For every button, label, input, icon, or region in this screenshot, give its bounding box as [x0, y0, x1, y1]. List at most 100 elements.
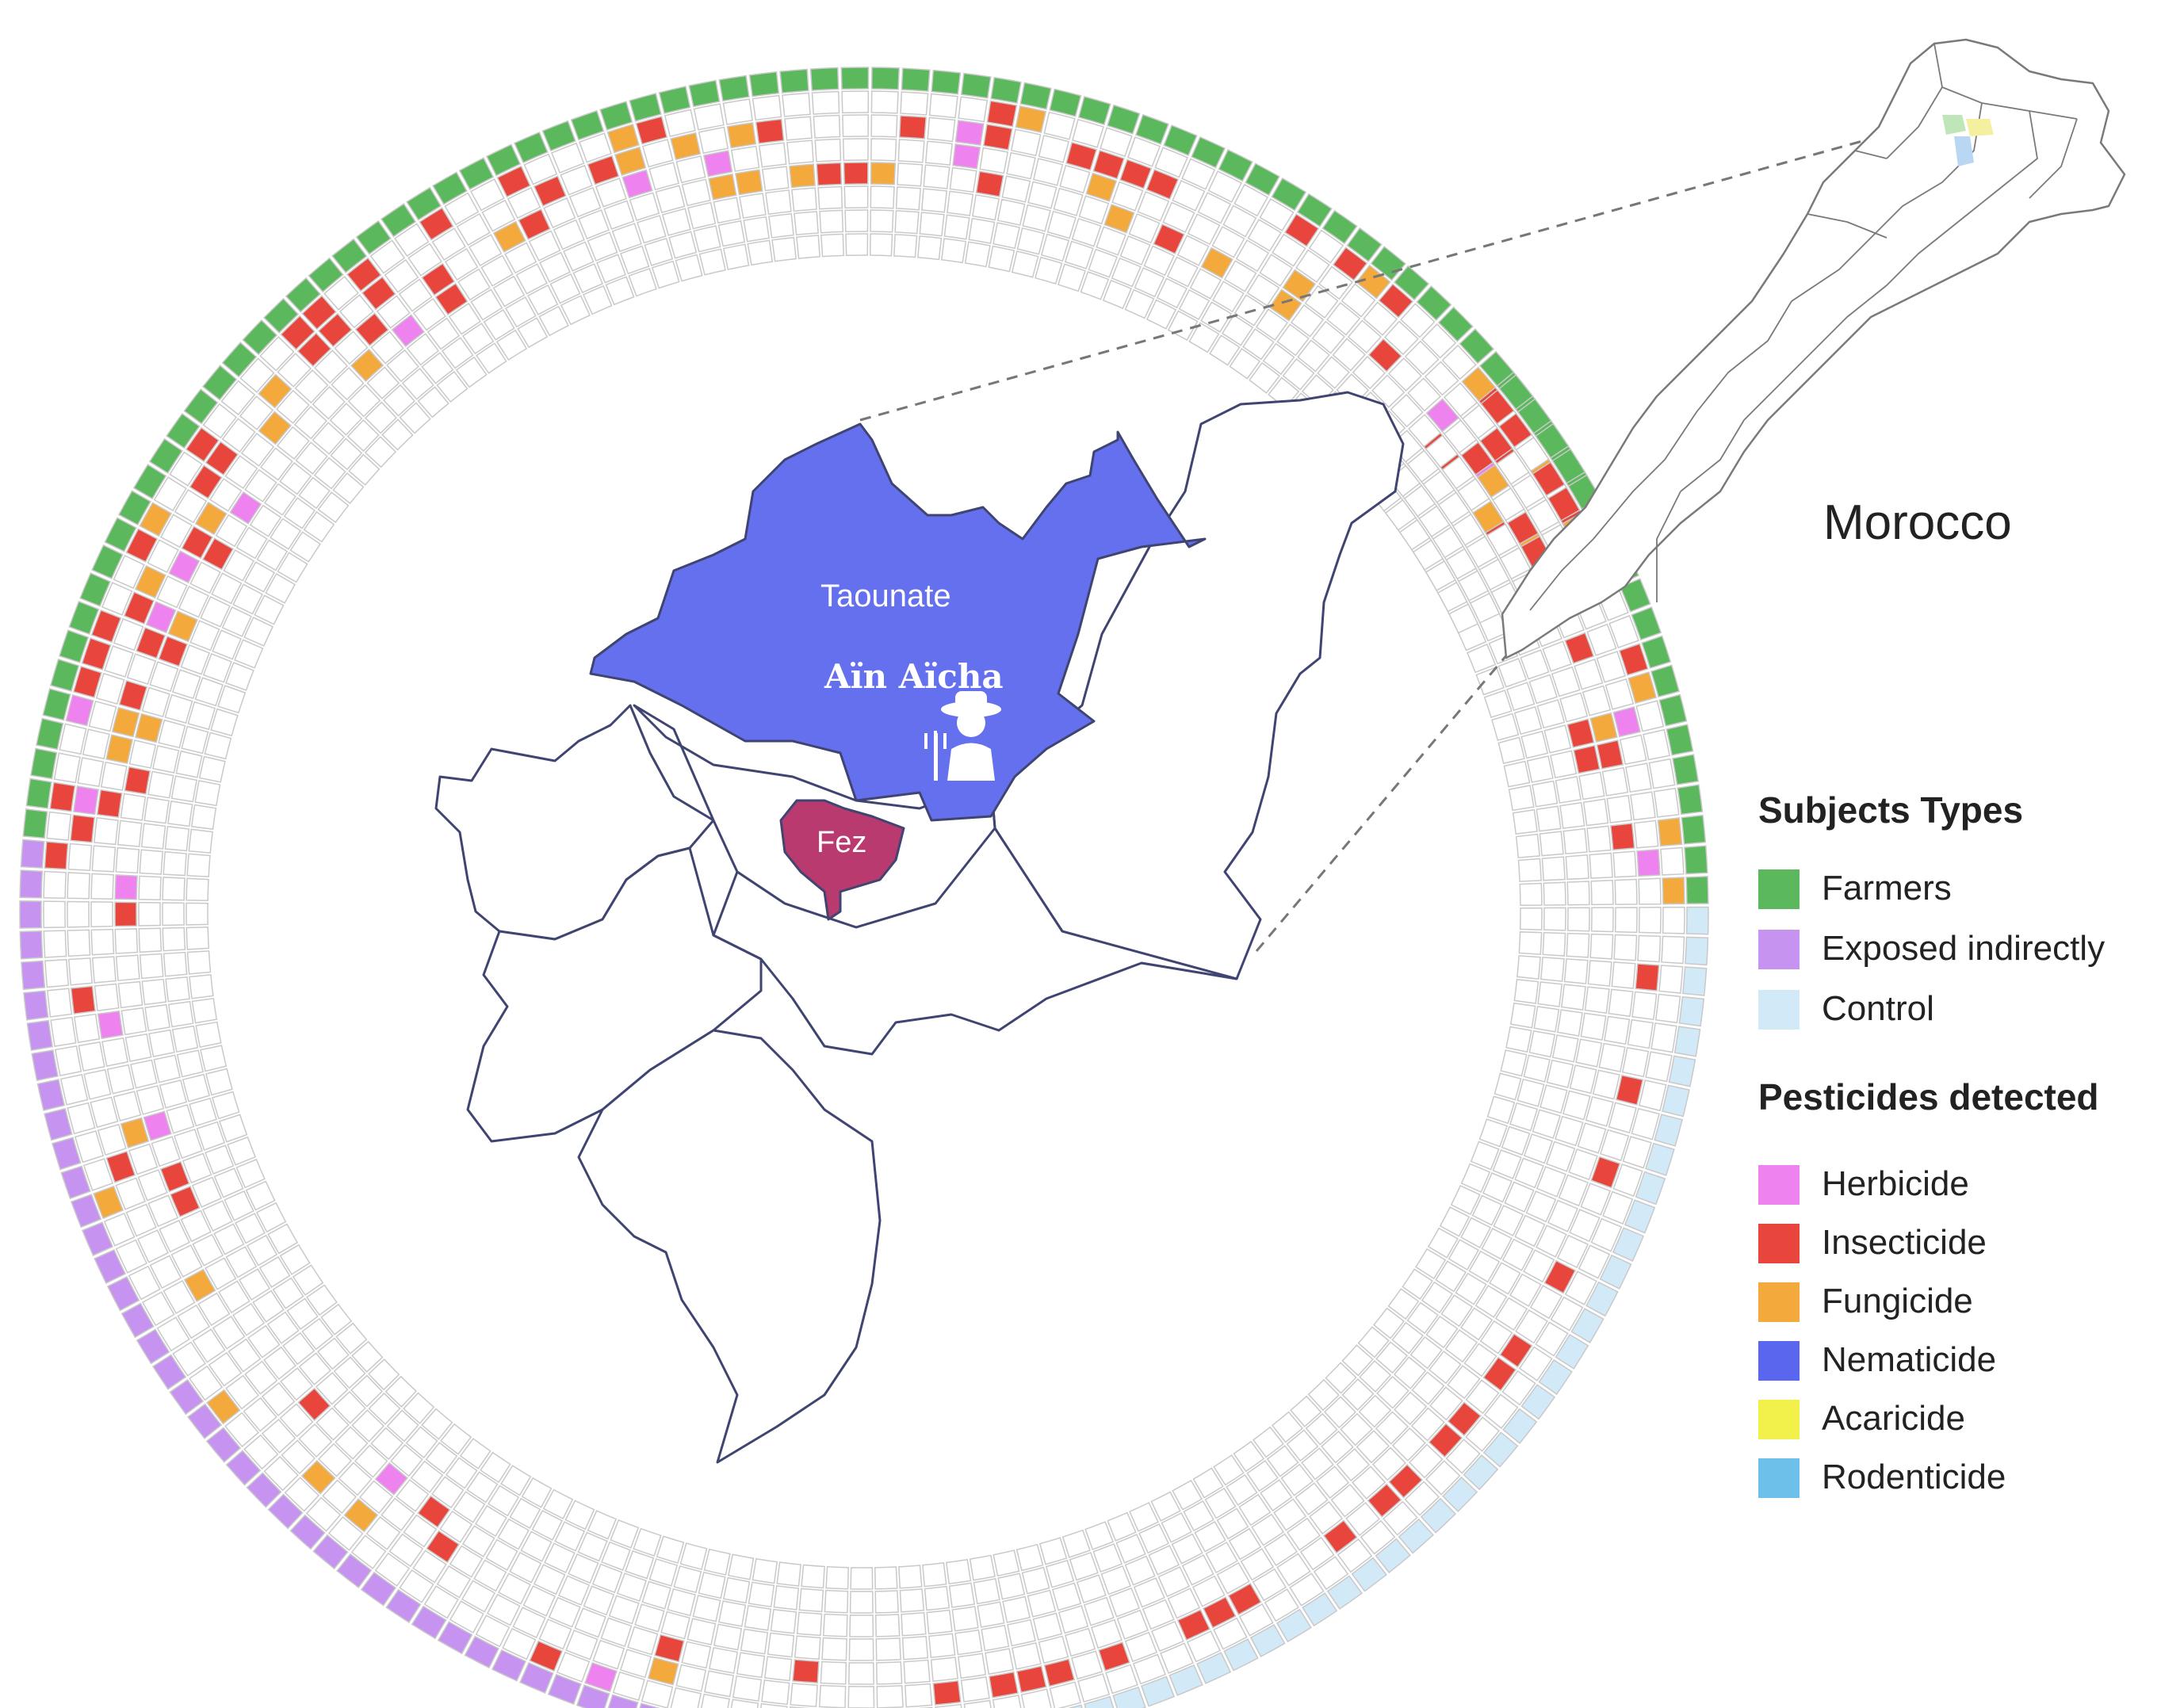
ring-cell	[579, 132, 612, 163]
ring-cell	[1585, 1096, 1614, 1127]
ring-cell	[111, 706, 140, 738]
ring-cell	[522, 1585, 557, 1617]
ring-cell	[587, 231, 618, 262]
legend-subject-swatch	[1758, 990, 1800, 1030]
ring-cell	[572, 263, 603, 294]
ring-cell	[1499, 1333, 1533, 1368]
ring-cell	[1302, 1592, 1338, 1627]
ring-cell	[1460, 441, 1494, 476]
ring-cell	[1271, 1411, 1304, 1443]
ring-cell	[1065, 141, 1098, 171]
ring-cell	[91, 956, 117, 984]
ring-cell	[840, 67, 870, 90]
ring-cell	[1599, 1254, 1632, 1290]
ring-cell	[1482, 1356, 1517, 1392]
ring-cell	[458, 157, 495, 190]
ring-cell	[1471, 500, 1505, 534]
ring-cell	[47, 988, 73, 1018]
ring-cell	[736, 1652, 766, 1679]
ring-cell	[1505, 1026, 1532, 1053]
region-outline-south	[712, 827, 1238, 1056]
ring-cell	[1437, 306, 1474, 342]
ring-cell	[158, 635, 189, 667]
ring-cell	[169, 1378, 205, 1416]
ring-cell	[1341, 1344, 1374, 1377]
ring-cell	[1088, 248, 1118, 278]
ring-cell	[1543, 907, 1566, 931]
ring-cell	[988, 1671, 1019, 1698]
ring-cell	[1143, 245, 1175, 277]
ring-cell	[763, 1656, 793, 1682]
ring-cell	[348, 453, 381, 486]
ring-cell	[1515, 833, 1540, 858]
ring-cell	[1271, 177, 1307, 212]
ring-cell	[137, 1169, 168, 1202]
ring-cell	[1105, 1664, 1138, 1695]
ring-cell	[790, 1683, 818, 1707]
ring-cell	[205, 1257, 237, 1290]
ring-cell	[675, 1664, 707, 1692]
ring-cell	[843, 162, 869, 185]
ring-cell	[1653, 787, 1680, 818]
ring-cell	[1038, 1635, 1069, 1664]
ring-cell	[554, 1521, 586, 1552]
ring-cell	[115, 954, 140, 982]
ring-cell	[139, 849, 164, 875]
ring-cell	[1425, 434, 1459, 468]
ring-cell	[1356, 1430, 1390, 1464]
ring-cell	[261, 1418, 296, 1454]
ring-cell	[1119, 159, 1153, 189]
ring-cell	[1393, 1356, 1427, 1389]
ring-cell	[1452, 513, 1485, 546]
ring-cell	[180, 1209, 212, 1243]
ring-cell	[459, 1438, 491, 1469]
ring-cell	[1194, 1520, 1226, 1553]
ring-cell	[70, 814, 96, 843]
ring-cell	[1146, 299, 1177, 330]
ring-cell	[1038, 1537, 1068, 1565]
ring-cell	[1222, 204, 1257, 238]
ring-cell	[870, 114, 898, 138]
ring-cell	[1421, 1281, 1453, 1314]
region-label: Taounate	[820, 579, 951, 613]
ring-cell	[1569, 1209, 1601, 1243]
ring-cell	[1425, 398, 1460, 433]
ring-cell	[399, 1569, 434, 1603]
legend-pesticide-label: Rodenticide	[1822, 1458, 2006, 1496]
ring-cell	[1578, 1244, 1611, 1279]
ring-cell	[183, 388, 219, 425]
morocco-outline	[1501, 38, 2126, 659]
ring-cell	[189, 1097, 218, 1127]
ring-cell	[1076, 1574, 1107, 1604]
ring-cell	[1575, 1038, 1603, 1068]
ring-cell	[1181, 1554, 1214, 1586]
ring-cell	[1341, 283, 1376, 318]
ring-cell	[947, 190, 974, 216]
ring-cell	[1138, 1523, 1169, 1554]
ring-cell	[1660, 846, 1685, 876]
ring-cell	[1227, 1582, 1262, 1616]
ring-cell	[748, 71, 780, 97]
ring-cell	[1566, 881, 1590, 906]
ring-cell	[870, 90, 899, 114]
ring-cell	[789, 163, 816, 189]
ring-cell	[225, 1246, 258, 1278]
ring-cell	[928, 1633, 956, 1659]
ring-cell	[842, 114, 869, 138]
ring-cell	[262, 297, 300, 334]
ring-cell	[1372, 1307, 1406, 1339]
ring-cell	[1141, 1676, 1176, 1707]
ring-cell	[1166, 256, 1199, 288]
ring-cell	[1630, 791, 1656, 821]
ring-cell	[1132, 1653, 1167, 1685]
ring-cell	[151, 1136, 181, 1167]
ring-cell	[67, 843, 93, 871]
ring-cell	[347, 384, 381, 418]
ring-cell	[901, 67, 931, 92]
ring-cell	[664, 109, 696, 138]
ring-cell	[547, 1673, 582, 1705]
ring-cell	[845, 233, 869, 257]
ring-cell	[1167, 1588, 1201, 1619]
ring-cell	[1551, 448, 1586, 484]
ring-cell	[771, 236, 797, 262]
